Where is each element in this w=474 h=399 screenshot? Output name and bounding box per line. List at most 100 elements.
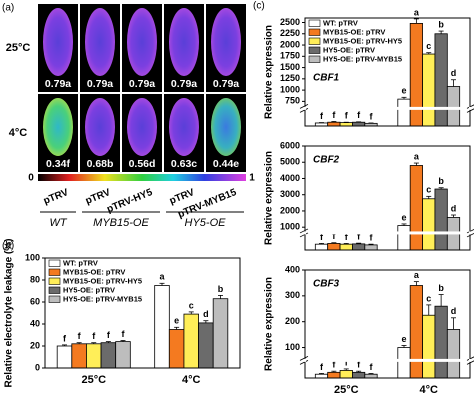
legend-label: HY5-OE: pTRV-MYB15 [63, 294, 142, 303]
break-mark [299, 232, 309, 238]
leaf [211, 98, 241, 156]
chart-title: CBF3 [313, 279, 340, 290]
significance-letter: f [345, 232, 349, 242]
bar [352, 243, 366, 251]
leaf [211, 8, 241, 76]
y-tick-label: 2500 [280, 17, 300, 27]
legend-swatch [48, 259, 61, 267]
significance-letter: f [92, 331, 96, 341]
y-axis-label: Relative expression [264, 25, 275, 119]
treatment-label: pTRV [42, 187, 70, 207]
bar [434, 188, 448, 251]
significance-letter: f [345, 357, 349, 367]
fv-fm-label: 0.34f [46, 158, 70, 170]
genotype-label: MYB15-OE [93, 217, 149, 229]
y-axis-label: Relative expression [264, 277, 275, 371]
bar [422, 53, 436, 127]
y-tick-label: 200 [285, 316, 300, 326]
bar [397, 347, 411, 379]
y-tick-label: 3000 [280, 189, 300, 199]
colorbar-label: 0 [28, 173, 34, 184]
leaf [169, 98, 199, 156]
bar [422, 314, 436, 379]
significance-letter: b [438, 176, 444, 186]
significance-letter: c [426, 41, 431, 51]
significance-letter: f [332, 360, 336, 370]
y-tick-label: 20 [30, 340, 40, 350]
fv-fm-label: 0.56d [129, 158, 156, 170]
leaf [85, 98, 115, 156]
y-axis-label: Relative electrolyte leakage (%) [4, 239, 15, 388]
bar [397, 98, 411, 127]
panel-label: (c) [253, 1, 265, 12]
break-mark [299, 356, 309, 361]
y-tick-label: 1000 [280, 84, 300, 94]
bar [409, 165, 423, 251]
significance-letter: e [401, 86, 406, 96]
axis-break-frame [304, 358, 306, 362]
significance-letter: f [370, 111, 374, 121]
bar [364, 373, 378, 379]
y-tick-label: 300 [285, 290, 300, 300]
y-tick-label: 5000 [280, 157, 300, 167]
significance-letter: f [332, 231, 336, 241]
significance-letter: a [159, 272, 165, 282]
chart-title: CBF1 [313, 73, 340, 84]
bar [314, 373, 329, 379]
y-tick-label: 1500 [280, 62, 300, 72]
fv-fm-label: 0.63c [171, 158, 197, 170]
y-tick-label: 750 [285, 96, 300, 106]
significance-letter: c [426, 185, 431, 195]
significance-letter: f [78, 331, 82, 341]
legend-label: MYB15-OE: pTRV-HY5 [63, 276, 142, 285]
significance-letter: b [438, 19, 444, 29]
legend-swatch [308, 46, 321, 54]
bar [168, 329, 185, 369]
plot-frame [304, 269, 471, 379]
axis-break-frame [304, 231, 306, 235]
bar [434, 305, 448, 379]
significance-letter: f [320, 111, 324, 121]
bar [446, 86, 461, 127]
y-tick-label: 0 [35, 362, 40, 372]
significance-letter: d [451, 68, 457, 78]
y-tick-label: 2000 [280, 205, 300, 215]
bar [422, 198, 436, 251]
legend-swatch [308, 55, 321, 63]
y-tick-label: 1250 [280, 73, 300, 83]
y-axis-label: Relative expression [264, 151, 275, 245]
genotype-label: WT [49, 217, 67, 229]
bar [434, 33, 448, 127]
significance-letter: a [414, 7, 420, 17]
y-tick-label: 1000 [280, 222, 300, 232]
significance-letter: a [414, 151, 420, 161]
leaf [127, 8, 157, 76]
significance-letter: c [189, 300, 194, 310]
significance-letter: d [451, 203, 457, 213]
fv-fm-label: 0.79a [129, 78, 155, 90]
bar [339, 370, 353, 379]
leaf [127, 98, 157, 156]
legend-label: HY5-OE: pTRV [323, 45, 375, 54]
genotype-label: HY5-OE [185, 217, 227, 229]
chart-title: CBF2 [313, 155, 340, 166]
y-tick-label: 4000 [280, 173, 300, 183]
leaf [169, 8, 199, 76]
bar [364, 244, 378, 251]
legend-label: HY5-OE: pTRV [63, 285, 115, 294]
bar [314, 243, 329, 251]
significance-letter: f [332, 110, 336, 120]
axis-break-frame [469, 106, 471, 110]
break-mark [299, 360, 309, 365]
bar [198, 322, 214, 369]
bar [56, 345, 73, 369]
axis-break-frame [469, 231, 471, 235]
colorbar [38, 174, 246, 181]
significance-letter: e [401, 334, 406, 344]
legend-label: MYB15-OE: pTRV-HY5 [323, 36, 402, 45]
significance-letter: f [320, 232, 324, 242]
y-tick-label: 2000 [280, 39, 300, 49]
significance-letter: e [401, 212, 406, 222]
significance-letter: f [370, 362, 374, 372]
